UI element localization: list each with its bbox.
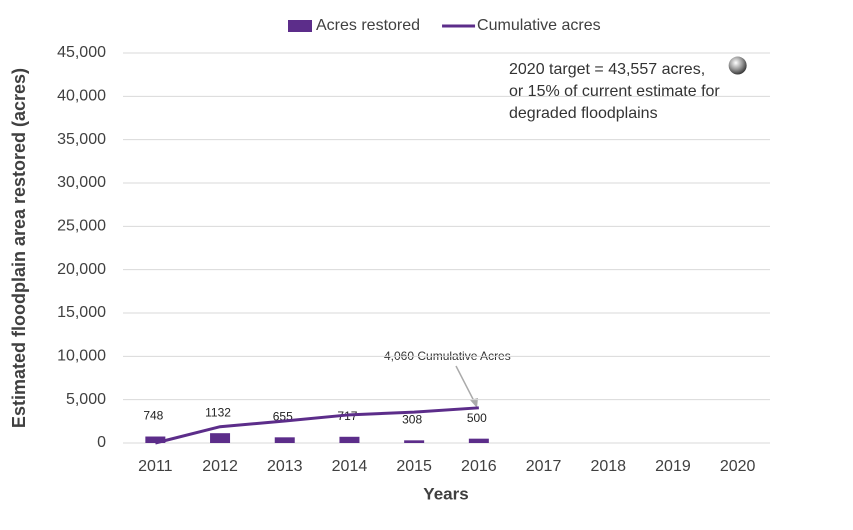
x-tick-label: 2011 xyxy=(138,458,173,475)
x-tick-label: 2018 xyxy=(590,458,626,475)
bar xyxy=(468,438,489,443)
bar-value-label: 308 xyxy=(402,413,422,427)
bar-value-label: 1132 xyxy=(205,405,231,419)
y-tick-label: 5,000 xyxy=(66,391,106,408)
y-tick-label: 40,000 xyxy=(57,88,106,105)
target-annotation: 2020 target = 43,557 acres, xyxy=(509,61,705,78)
x-tick-label: 2014 xyxy=(332,458,368,475)
y-tick-label: 25,000 xyxy=(57,218,106,235)
annotation-arrow xyxy=(455,365,476,404)
x-tick-label: 2020 xyxy=(720,458,756,475)
x-tick-label: 2012 xyxy=(202,458,238,475)
x-tick-label: 2015 xyxy=(396,458,432,475)
x-tick-label: 2016 xyxy=(461,458,497,475)
x-tick-label: 2017 xyxy=(526,458,562,475)
x-tick-label: 2013 xyxy=(267,458,303,475)
annotation-arrowhead xyxy=(470,398,478,408)
target-annotation: degraded floodplains xyxy=(509,105,658,122)
y-axis-title: Estimated floodplain area restored (acre… xyxy=(9,68,29,428)
y-tick-label: 15,000 xyxy=(57,304,106,321)
x-tick-label: 2019 xyxy=(655,458,691,475)
y-tick-label: 0 xyxy=(97,434,106,451)
legend-label: Acres restored xyxy=(316,17,420,34)
y-tick-label: 20,000 xyxy=(57,261,106,278)
bar xyxy=(210,433,231,443)
y-tick-label: 45,000 xyxy=(57,44,106,61)
x-axis-title: Years xyxy=(423,484,468,503)
bar xyxy=(339,436,360,443)
bar-value-label: 500 xyxy=(467,411,487,425)
bar xyxy=(274,437,295,443)
bar-value-label: 748 xyxy=(143,409,163,423)
y-tick-label: 10,000 xyxy=(57,348,106,365)
target-marker xyxy=(728,56,747,75)
target-annotation: or 15% of current estimate for xyxy=(509,83,720,100)
y-tick-label: 30,000 xyxy=(57,174,106,191)
legend-label: Cumulative acres xyxy=(477,17,601,34)
cumulative-line xyxy=(154,406,479,445)
y-tick-label: 35,000 xyxy=(57,131,106,148)
bar xyxy=(404,440,425,443)
legend-swatch xyxy=(288,20,312,32)
bar xyxy=(145,436,166,443)
